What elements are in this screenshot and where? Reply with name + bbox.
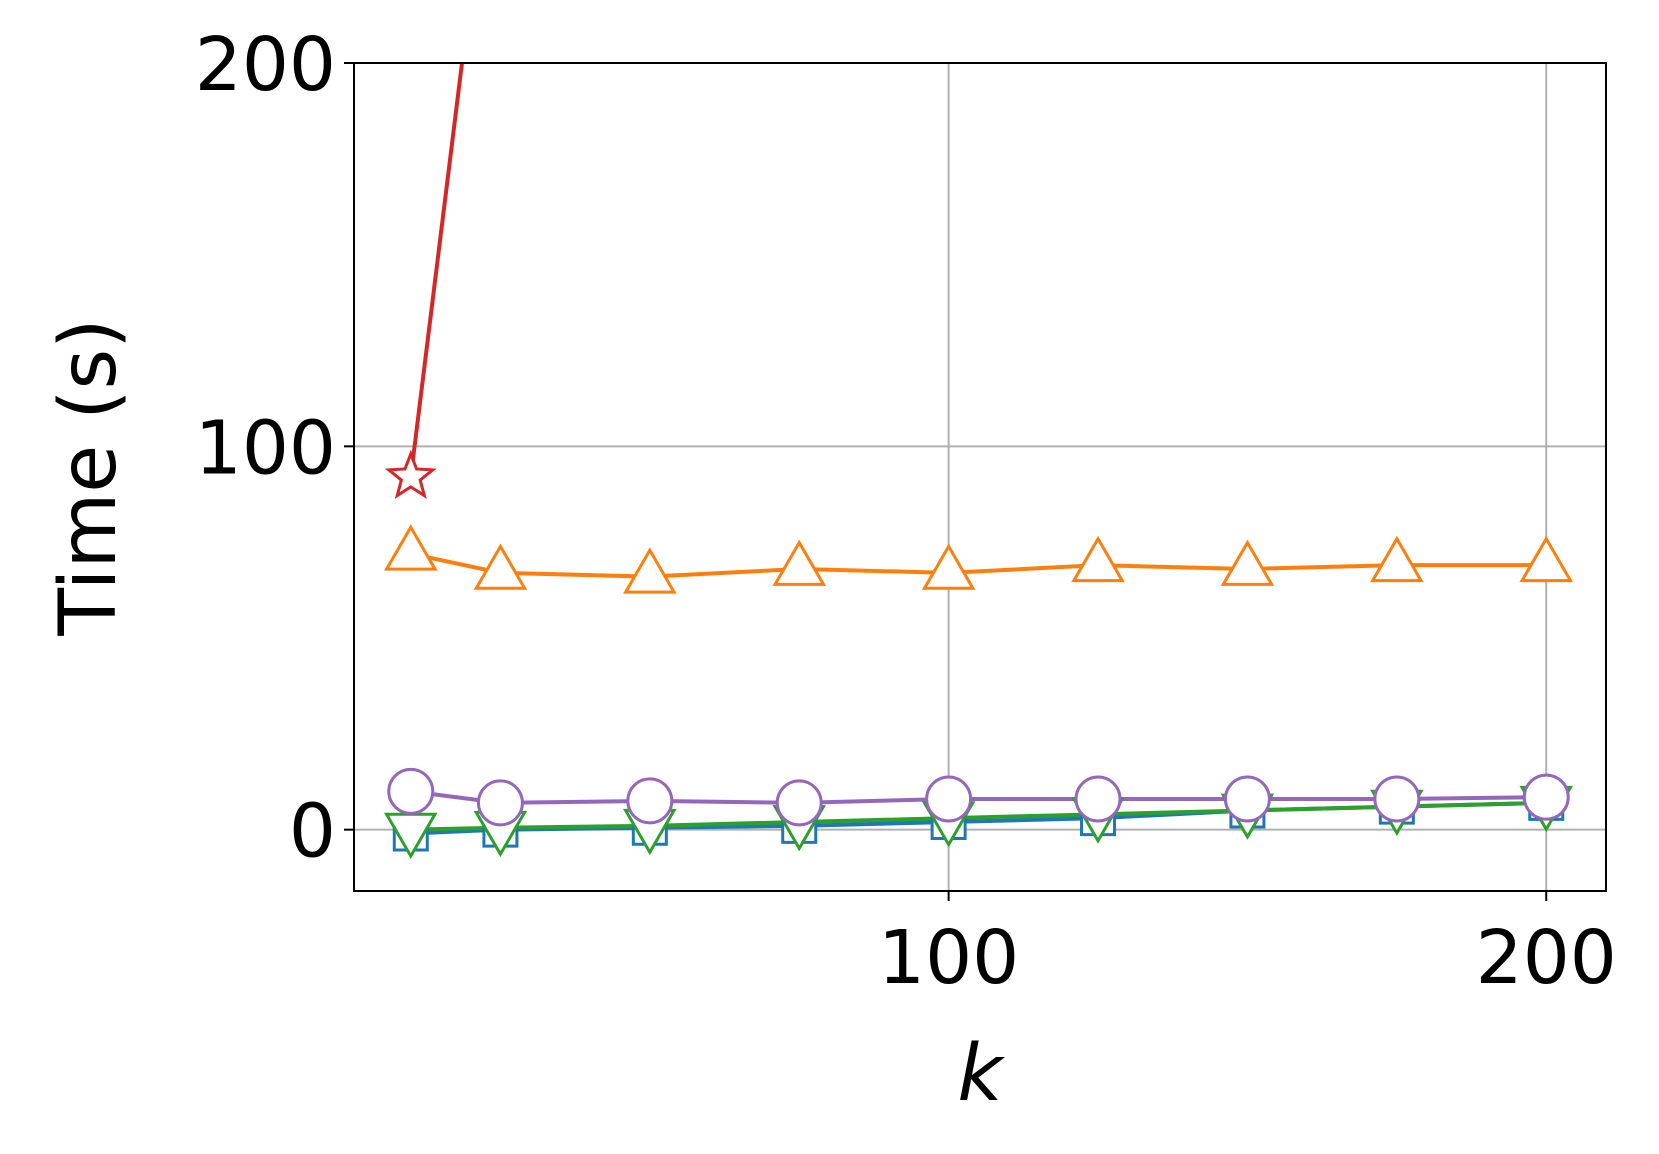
marker	[387, 767, 435, 815]
marker	[1220, 539, 1275, 586]
y-tick-label: 0	[289, 789, 336, 875]
marker	[921, 543, 976, 590]
x-tick-label: 200	[1476, 915, 1617, 1001]
marker	[1223, 775, 1271, 823]
x-tick-label: 100	[878, 915, 1019, 1001]
marker	[775, 779, 823, 827]
y-tick-label: 200	[195, 22, 336, 108]
marker	[925, 775, 973, 823]
marker	[473, 543, 528, 590]
marker	[1074, 775, 1122, 823]
series-line	[408, 63, 465, 478]
marker	[1519, 535, 1574, 583]
axes-frame	[353, 62, 1607, 892]
marker	[1522, 773, 1570, 821]
marker	[383, 524, 438, 571]
marker	[626, 777, 674, 825]
marker	[772, 539, 827, 586]
y-axis-label: Time (s)	[44, 318, 134, 636]
marker	[1373, 775, 1421, 823]
marker	[1071, 535, 1125, 583]
x-axis-label: k	[957, 1029, 1005, 1119]
marker	[384, 449, 437, 500]
plot-area	[383, 63, 1574, 860]
marker	[476, 779, 524, 827]
grid	[354, 62, 1606, 891]
y-tick-label: 100	[195, 405, 336, 491]
marker	[1370, 535, 1424, 583]
marker	[623, 547, 677, 594]
